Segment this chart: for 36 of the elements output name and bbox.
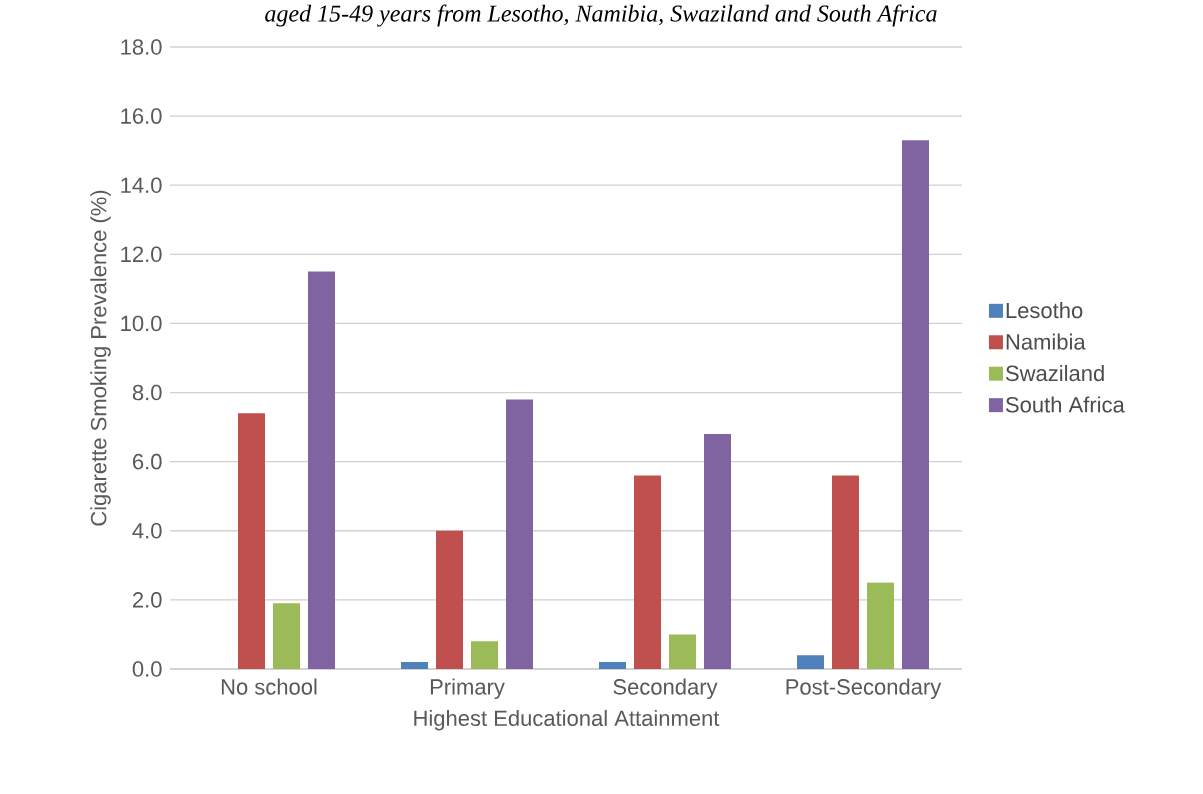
y-tick-label: 18.0 bbox=[121, 39, 162, 55]
y-tick-label: 2.0 bbox=[133, 592, 162, 608]
bar bbox=[506, 399, 534, 669]
legend-label: South Africa bbox=[1005, 396, 1125, 413]
x-axis-title: Highest Educational Attainment bbox=[414, 709, 720, 731]
y-tick-label: 4.0 bbox=[132, 522, 162, 539]
bar bbox=[797, 655, 824, 669]
x-tick-label: Secondary bbox=[613, 678, 718, 700]
y-tick-label: 8.0 bbox=[132, 384, 162, 401]
legend-label: Lesotho bbox=[1006, 302, 1083, 319]
bar bbox=[436, 530, 463, 669]
y-axis-title: Cigarette Smoking Prevalence (%) bbox=[90, 190, 111, 526]
bar bbox=[308, 271, 335, 669]
bar bbox=[599, 662, 626, 669]
bar bbox=[273, 603, 301, 669]
bar bbox=[867, 582, 894, 669]
y-tick-label: 16.0 bbox=[121, 108, 162, 124]
y-tick-label: 14.0 bbox=[121, 177, 162, 193]
y-tick-label: 12.0 bbox=[121, 246, 162, 263]
legend-label: Swaziland bbox=[1005, 364, 1104, 382]
x-tick-label: No school bbox=[221, 678, 317, 695]
bar bbox=[704, 434, 731, 669]
bar bbox=[634, 475, 661, 669]
bar bbox=[471, 641, 498, 669]
bar bbox=[401, 662, 429, 669]
y-tick-label: 10.0 bbox=[121, 315, 162, 332]
bar bbox=[238, 413, 265, 669]
chart-title: aged 15-49 years from Lesotho, Namibia, Swaziland and South Africa bbox=[265, 4, 937, 27]
x-tick-label: Primary bbox=[430, 678, 505, 700]
bar bbox=[902, 140, 929, 669]
legend-label: Namibia bbox=[1006, 333, 1086, 350]
bar bbox=[832, 475, 859, 669]
bar bbox=[669, 634, 696, 669]
y-tick-label: 6.0 bbox=[133, 453, 162, 470]
x-tick-label: Post-Secondary bbox=[786, 678, 942, 700]
y-tick-label: 0.0 bbox=[132, 661, 162, 677]
